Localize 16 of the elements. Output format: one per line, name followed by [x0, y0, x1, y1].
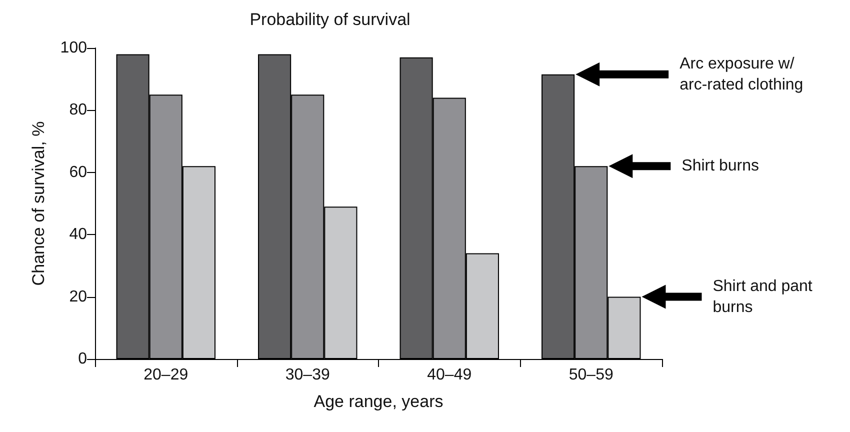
text: Shirt and pant burns — [712, 278, 817, 316]
y-tick-label: 80 — [69, 102, 88, 119]
text: Shirt burns — [682, 158, 760, 175]
y-tick-label: 40 — [69, 226, 88, 244]
y-tick-label: 100 — [60, 40, 88, 56]
y-tick-label: 20 — [69, 288, 88, 306]
y-tick-label: 60 — [69, 164, 88, 181]
x-tick-label: 30–39 — [285, 366, 330, 384]
y-axis-title: Chance of survival, % — [29, 121, 48, 286]
text: Arc exposure w/arc-rated clothing — [680, 55, 804, 94]
x-tick-label: 20–29 — [144, 366, 188, 384]
x-tick-label: 40–49 — [427, 366, 472, 384]
y-tick-label: 0 — [78, 350, 88, 368]
x-tick-label: 50–59 — [568, 366, 614, 384]
chart-title: Probability of survival — [250, 10, 410, 29]
x-axis-title: Age range, years — [314, 392, 444, 411]
